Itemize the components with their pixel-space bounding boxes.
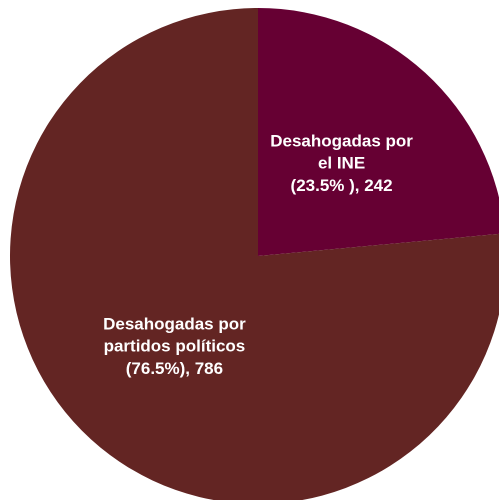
slice-label: Desahogadas por partidos políticos [103,315,246,356]
value-label: (23.5% ), 242 [291,176,393,195]
value-label: (76.5%), 786 [126,359,223,378]
pie-slice [258,8,499,256]
pie-slice [10,8,499,500]
slice-label: Desahogadas por el INE [270,132,413,173]
